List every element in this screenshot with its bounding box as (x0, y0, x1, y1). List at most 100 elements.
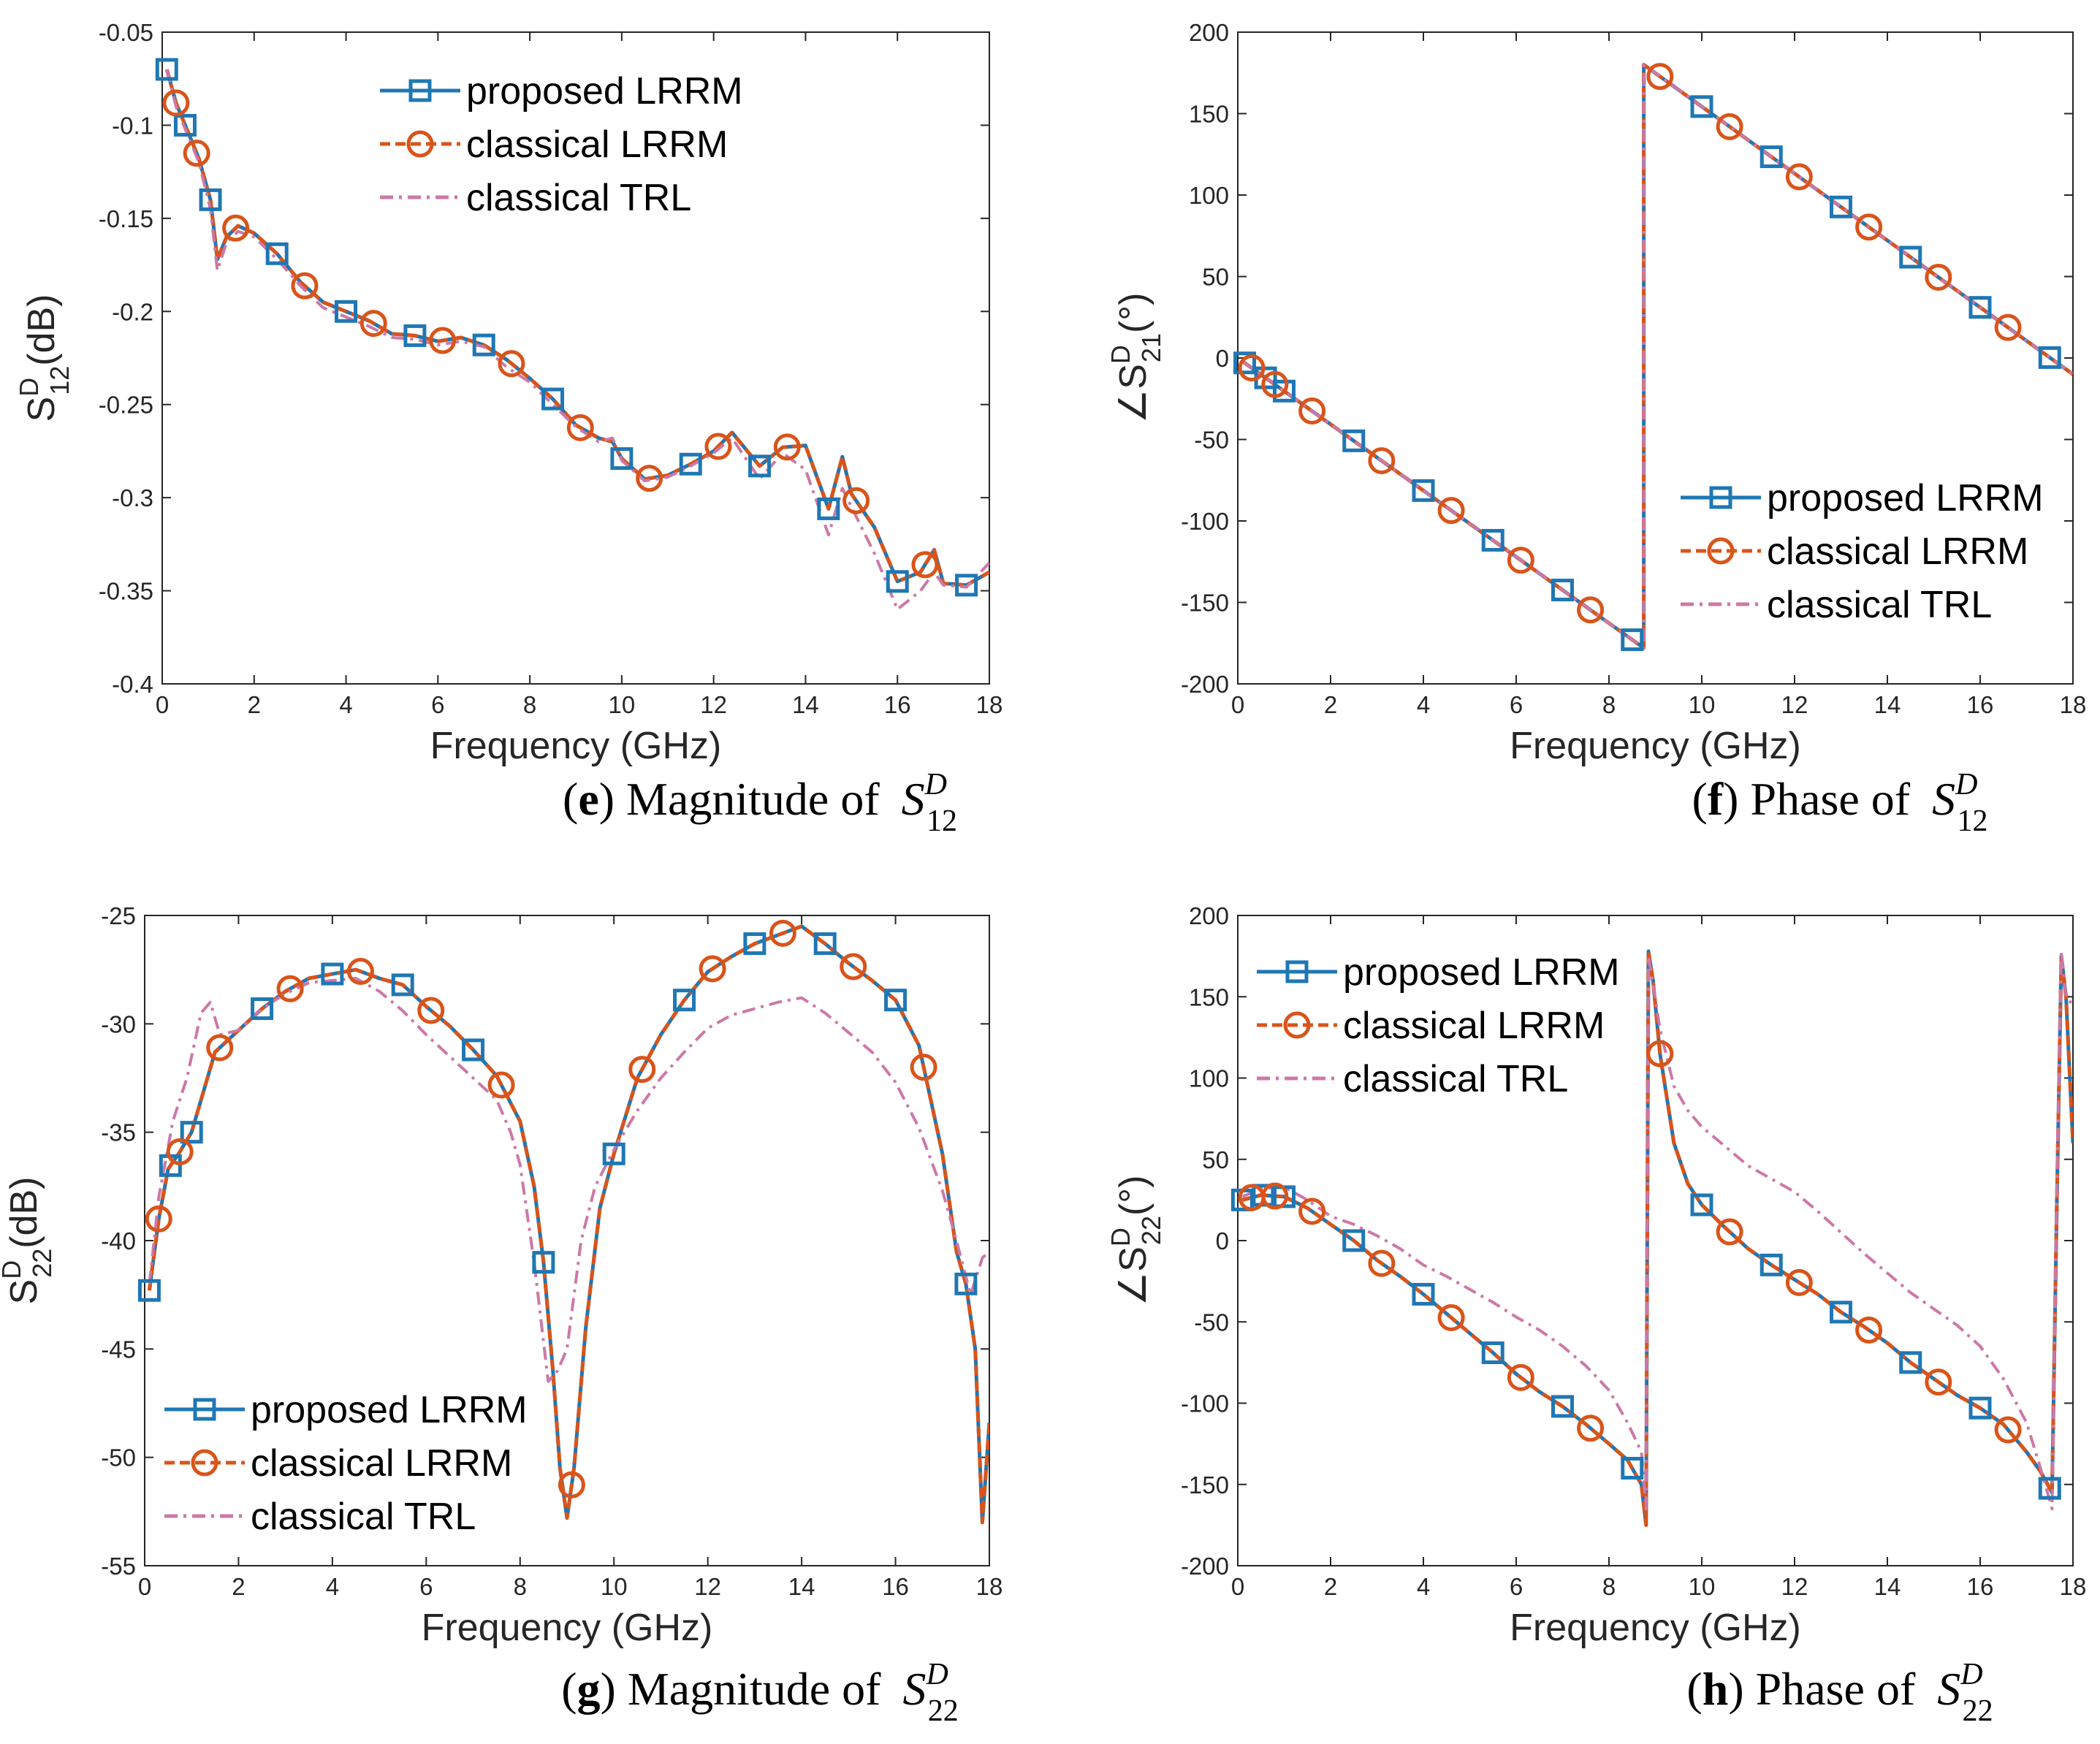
legend: proposed LRRM classical LRRM classical TRL (380, 70, 743, 219)
x-tick-label: 4 (1417, 1573, 1430, 1600)
y-tick-label: -0.4 (112, 671, 153, 698)
caption-sub: 22 (928, 1694, 959, 1728)
x-tick-label: 2 (1324, 1573, 1337, 1600)
data-point-square (2038, 1477, 2061, 1500)
data-point-circle (773, 433, 801, 461)
legend: proposed LRRM classical LRRM classical TRL (1257, 951, 1620, 1100)
panel-caption: (e) Magnitude of SD 12 (563, 768, 957, 838)
y-axis-title-sup: D (1106, 345, 1135, 364)
x-tick-label: 8 (1602, 691, 1616, 718)
y-axis-title-symbol: S (1112, 364, 1154, 389)
data-point-square (1233, 351, 1257, 375)
data-point-square (954, 1272, 978, 1295)
caption-symbol: S (902, 1663, 926, 1715)
caption-paren-close: ) (1728, 1663, 1743, 1715)
panel-caption: (g) Magnitude of SD 22 (561, 1658, 959, 1728)
caption-paren-open: ( (561, 1663, 577, 1715)
x-tick-label: 18 (2060, 691, 2087, 718)
y-axis-title-suffix: (°) (1112, 293, 1154, 333)
caption-letter: f (1708, 773, 1724, 825)
data-point-square (813, 932, 837, 956)
x-tick-label: 10 (1689, 691, 1716, 718)
data-point-square (1621, 628, 1644, 652)
y-tick-label: -150 (1181, 1471, 1229, 1499)
data-point-square (743, 932, 766, 956)
x-tick-label: 0 (1231, 691, 1244, 718)
y-axis-title-sub: 22 (1136, 1216, 1166, 1245)
y-tick-label: -40 (101, 1227, 136, 1254)
data-point-square (335, 300, 358, 323)
y-tick-label: -50 (101, 1444, 136, 1471)
caption-paren-open: ( (563, 773, 578, 825)
x-tick-label: 18 (976, 691, 1003, 718)
data-point-circle (417, 997, 445, 1024)
legend-entry: proposed LRRM (1767, 477, 2044, 519)
x-tick-label: 10 (601, 1573, 628, 1600)
y-axis-title-suffix: (dB) (3, 1177, 45, 1249)
data-point-circle (1577, 1414, 1605, 1442)
x-tick-label: 4 (1417, 691, 1430, 718)
data-point-square (1621, 1457, 1644, 1480)
data-point-square (321, 962, 344, 986)
legend-marker-circle (191, 1449, 218, 1477)
y-axis-title-sup: D (1106, 1227, 1135, 1246)
data-point-circle (166, 1138, 194, 1165)
caption-sub: 12 (1957, 804, 1987, 838)
x-tick-label: 6 (419, 1573, 433, 1600)
chart-h: 0 2 4 6 8 10 12 14 16 18 -200 -150 -100 -50 0 50 100 150 2… (1106, 902, 2086, 1728)
x-tick-label: 0 (138, 1573, 151, 1600)
data-point-square (748, 454, 772, 478)
data-point-square (1899, 1351, 1922, 1374)
data-point-circle (1994, 1416, 2022, 1444)
data-point-square (1412, 1282, 1435, 1306)
series-line-circle (147, 924, 989, 1525)
data-point-circle (291, 272, 319, 300)
series-line-dashdot (165, 69, 989, 612)
data-point-circle (1646, 1040, 1674, 1067)
data-point-square (1968, 296, 1992, 319)
data-point-square (532, 1251, 555, 1274)
data-point-circle (1855, 213, 1883, 241)
x-tick-label: 0 (156, 691, 169, 718)
y-tick-label: -55 (101, 1553, 136, 1580)
data-point-circle (1261, 370, 1289, 398)
data-point-circle (1577, 596, 1605, 624)
x-tick-label: 14 (788, 1573, 815, 1600)
y-tick-label: -0.1 (112, 112, 153, 139)
caption-paren-open: ( (1686, 1663, 1702, 1715)
caption-letter: g (577, 1663, 601, 1715)
x-tick-label: 6 (1510, 691, 1523, 718)
data-point-circle (1298, 1197, 1326, 1225)
caption-paren-open: ( (1692, 773, 1708, 825)
legend-entry: classical TRL (466, 177, 691, 219)
y-tick-label: -0.05 (99, 19, 153, 46)
data-point-circle (162, 89, 190, 117)
data-point-circle (1507, 547, 1534, 574)
data-point-square (673, 989, 696, 1012)
data-point-square (1551, 1395, 1574, 1418)
x-axis-title: Frequency (GHz) (1510, 725, 1801, 767)
data-point-circle (1785, 1268, 1813, 1296)
x-tick-label: 12 (1781, 691, 1808, 718)
caption-paren-close: ) (599, 773, 615, 825)
y-tick-label: -100 (1181, 1390, 1229, 1417)
series-line-dashdot (1241, 950, 2073, 1511)
x-tick-label: 16 (1967, 1573, 1994, 1600)
y-axis-title: SD12(dB) (14, 294, 75, 422)
data-point-square (1481, 1341, 1504, 1365)
data-point-square (1690, 1193, 1713, 1216)
y-axis-title-suffix: (°) (1112, 1176, 1154, 1216)
data-point-square (602, 1142, 625, 1165)
x-tick-label: 2 (248, 691, 261, 718)
data-point-square (817, 497, 840, 520)
y-axis-title: SD22(dB) (0, 1177, 57, 1305)
y-tick-label: -200 (1181, 671, 1229, 698)
y-tick-label: -0.3 (112, 484, 153, 511)
x-tick-label: 4 (339, 691, 352, 718)
legend-marker-square (1709, 486, 1732, 509)
y-axis-title-symbol: S (20, 397, 63, 422)
series-line-circle (1241, 949, 2073, 1527)
data-point-circle (1261, 1182, 1289, 1210)
data-point-square (472, 333, 495, 357)
data-point-circle (1646, 63, 1674, 91)
